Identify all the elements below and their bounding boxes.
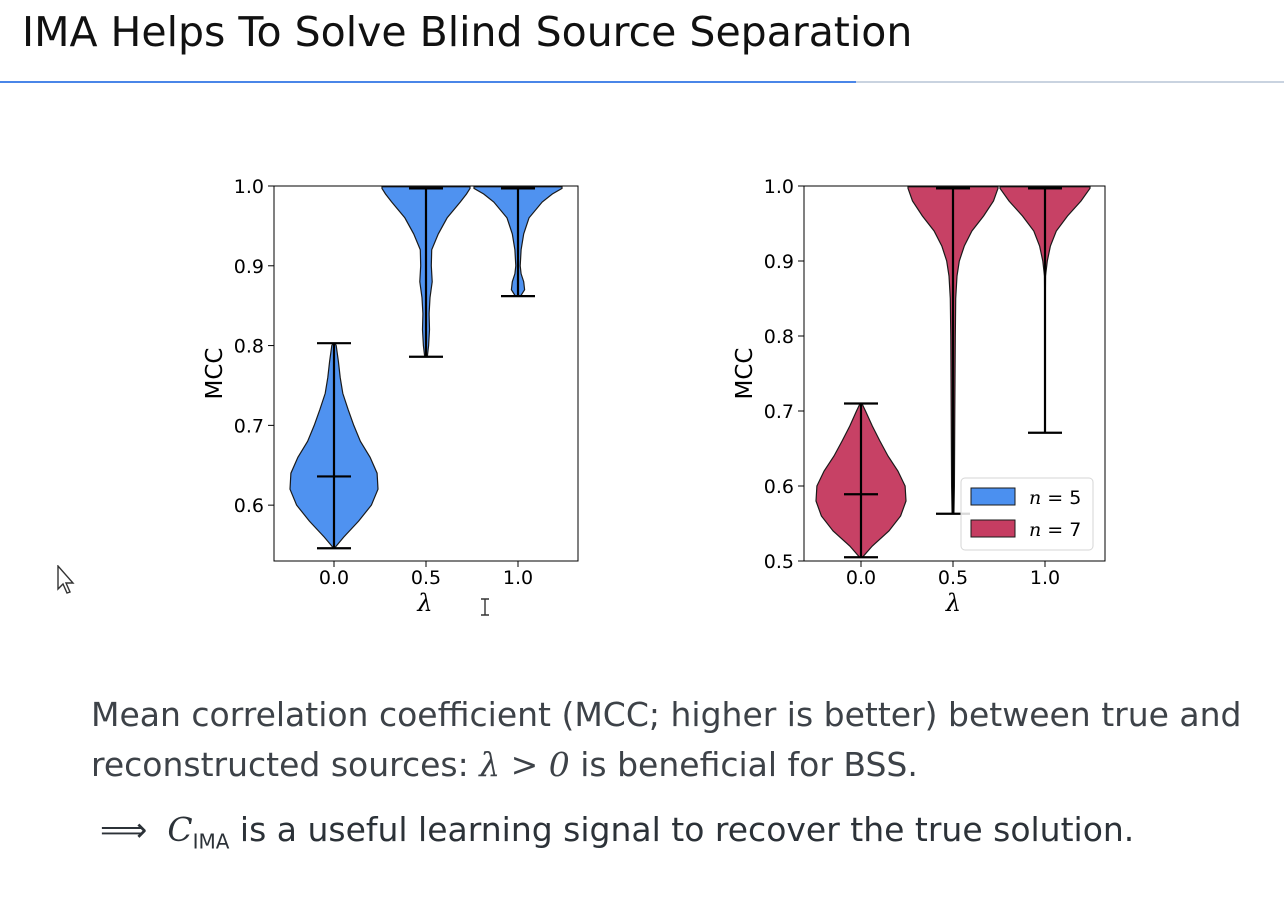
conclusion-text: is a useful learning signal to recover t… [229,810,1135,849]
legend-label-1: n = 5 [1029,487,1081,509]
violin-charts: 0.6 0.7 0.8 0.9 1.0 0.0 0.5 1.0 λ MCC 0.5 0.6 0.7 0.8… [202,176,1106,617]
legend: n = 5 n = 7 [960,477,1094,551]
x-tick-label: 0.0 [319,567,349,589]
y-tick-label: 0.7 [764,401,794,423]
y-tick-label: 0.7 [234,415,264,437]
conclusion: ⟹ CIMA is a useful learning signal to rec… [100,810,1270,854]
legend-swatch-2 [970,519,1016,538]
y-tick-label: 0.9 [764,251,794,273]
legend-label-2: n = 7 [1029,519,1081,541]
slide-title: IMA Helps To Solve Blind Source Separati… [22,8,913,56]
caption-math: λ > 0 [479,745,570,784]
x-tick-label: 1.0 [503,567,533,589]
title-rule-muted [856,81,1284,83]
x-tick-label: 1.0 [1030,567,1060,589]
conclusion-symbol: C [167,810,193,849]
mouse-pointer-icon [57,565,75,594]
y-axis-label: MCC [202,348,228,400]
y-tick-label: 0.5 [764,551,794,573]
y-tick-label: 0.6 [234,495,264,517]
x-axis-label: λ [945,589,961,617]
y-tick-label: 0.8 [234,336,264,358]
y-tick-label: 0.6 [764,476,794,498]
legend-swatch-1 [970,487,1016,506]
caption-text-before: Mean correlation coefficient (MCC; highe… [91,695,1242,784]
y-tick-label: 1.0 [234,176,264,198]
implies-arrow: ⟹ [100,810,148,849]
y-axis-label: MCC [732,348,758,400]
conclusion-subscript: IMA [192,829,230,854]
y-tick-label: 1.0 [764,176,794,198]
text-cursor-icon [481,598,489,616]
x-axis-label: λ [416,589,432,617]
y-tick-label: 0.8 [764,326,794,348]
x-tick-label: 0.5 [938,567,968,589]
caption-text-after: is beneficial for BSS. [569,745,918,784]
chart-1: 0.6 0.7 0.8 0.9 1.0 0.0 0.5 1.0 λ MCC [202,176,579,617]
title-rule-accent [0,81,856,83]
plot-frame [803,185,1106,562]
y-tick-label: 0.9 [234,256,264,278]
caption: Mean correlation coefficient (MCC; highe… [91,690,1261,790]
x-tick-label: 0.0 [846,567,876,589]
x-tick-label: 0.5 [411,567,441,589]
